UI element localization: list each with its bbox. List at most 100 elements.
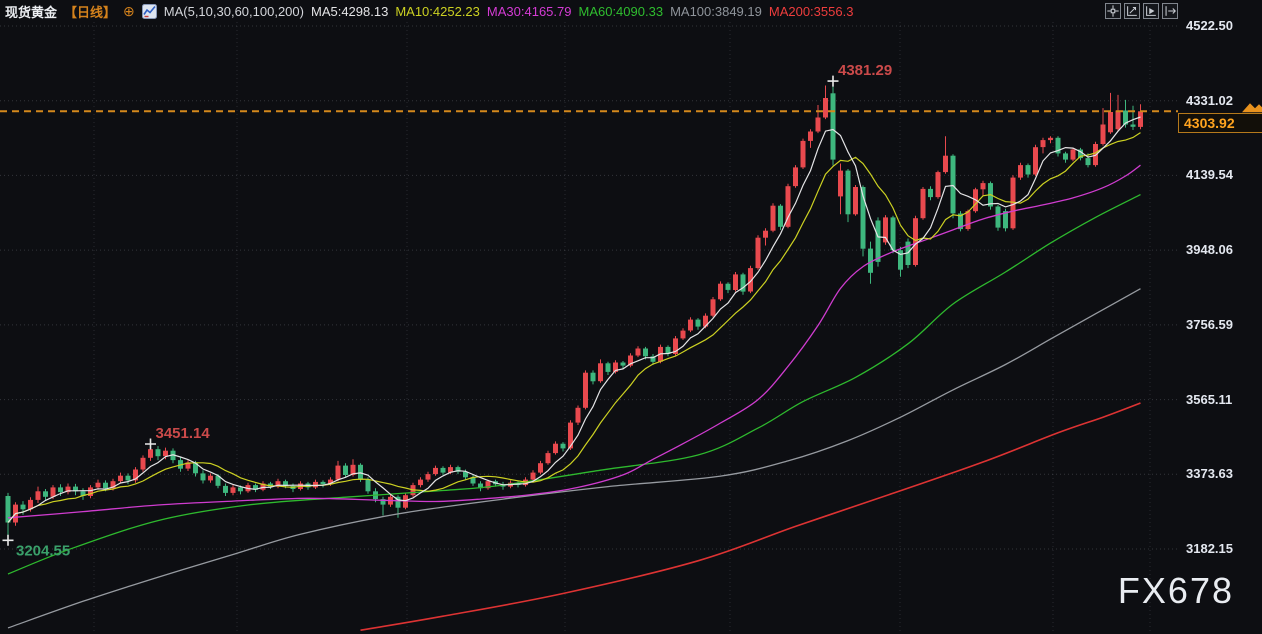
candle [395, 496, 401, 508]
candle [950, 155, 956, 214]
candle [688, 319, 693, 331]
candle [853, 187, 858, 215]
candle [358, 464, 363, 480]
candle [913, 218, 918, 265]
price-annotation: 4381.29 [827, 62, 892, 87]
candle [643, 348, 648, 357]
candles [5, 81, 1143, 541]
y-axis-label: 4139.54 [1186, 167, 1233, 182]
candle [980, 183, 986, 190]
ma60-line [7, 194, 1141, 575]
axis-scale-button[interactable] [1124, 3, 1140, 19]
candle [815, 117, 821, 132]
candle [598, 363, 603, 382]
candle [778, 205, 783, 227]
play-forward-button[interactable] [1143, 3, 1159, 19]
candle [43, 491, 48, 497]
candle [485, 481, 491, 489]
candle [1010, 177, 1016, 229]
candle [763, 230, 768, 238]
extreme-price-label: 3451.14 [156, 425, 211, 442]
exit-chart-button[interactable] [1162, 3, 1178, 19]
candle [1055, 137, 1061, 154]
candle [620, 362, 626, 366]
candle [65, 486, 71, 493]
candle [343, 465, 348, 475]
candle [530, 472, 536, 480]
y-axis-label: 3756.59 [1186, 317, 1233, 332]
ma30-line [7, 164, 1141, 519]
candle [605, 363, 611, 372]
candle [215, 475, 221, 486]
candle [1108, 112, 1113, 133]
crosshair-tool-button[interactable] [1105, 3, 1121, 19]
candle [898, 250, 903, 270]
candle [568, 422, 573, 449]
candle [380, 499, 386, 505]
candle [268, 483, 273, 487]
watermark: FX678 [1117, 570, 1234, 611]
current-price-tag: 4303.92 [1178, 113, 1262, 133]
candle [710, 299, 716, 316]
candle [110, 481, 116, 489]
candle [935, 172, 941, 198]
candle [470, 477, 476, 484]
candle [583, 372, 588, 408]
candle [785, 186, 791, 227]
candle [230, 487, 236, 493]
candle [845, 170, 851, 215]
candle [883, 217, 888, 243]
candle [253, 485, 258, 490]
candle [80, 491, 86, 496]
candle [155, 449, 161, 457]
candle [73, 486, 78, 492]
candle [208, 475, 213, 481]
latest-price-marker-icon[interactable] [1242, 103, 1262, 113]
candle [35, 491, 41, 500]
ma10-readout: MA10:4252.23 [395, 3, 480, 19]
y-axis-label: 3373.63 [1186, 466, 1233, 481]
add-indicator-button[interactable]: ⊕ [123, 3, 135, 19]
candle [725, 283, 731, 290]
candle [860, 187, 866, 249]
candle [350, 464, 356, 475]
extreme-cross-icon [2, 534, 14, 546]
candle [1070, 149, 1076, 160]
candle [28, 499, 33, 510]
candle [103, 482, 108, 489]
ma100-line [7, 288, 1141, 629]
candle [553, 443, 558, 454]
candle [995, 206, 1001, 228]
ma200-readout: MA200:3556.3 [768, 3, 854, 19]
chart-type-icon[interactable] [141, 3, 157, 19]
candle [335, 465, 341, 480]
candle [665, 346, 671, 354]
candle [718, 283, 723, 300]
candle [695, 319, 701, 327]
candle [125, 475, 131, 481]
candle [613, 362, 618, 372]
candle [560, 443, 566, 449]
candle [703, 315, 708, 327]
candle [740, 274, 746, 292]
candle [868, 248, 873, 273]
candle [448, 467, 453, 473]
candle [425, 474, 431, 480]
candle [793, 167, 798, 187]
ma-settings-label[interactable]: MA(5,10,30,60,100,200) [163, 3, 304, 19]
candle [1003, 211, 1008, 229]
candle [538, 463, 543, 473]
candle [58, 487, 63, 493]
candle [1078, 149, 1083, 159]
candle [1040, 140, 1046, 148]
candle [223, 485, 228, 493]
ma60-readout: MA60:4090.33 [578, 3, 664, 19]
exit-chart-icon [1165, 6, 1176, 16]
axis-scale-icon [1127, 6, 1137, 16]
candle [748, 268, 753, 292]
candle [1100, 124, 1106, 144]
extreme-cross-icon [827, 75, 839, 87]
candle [283, 481, 288, 486]
